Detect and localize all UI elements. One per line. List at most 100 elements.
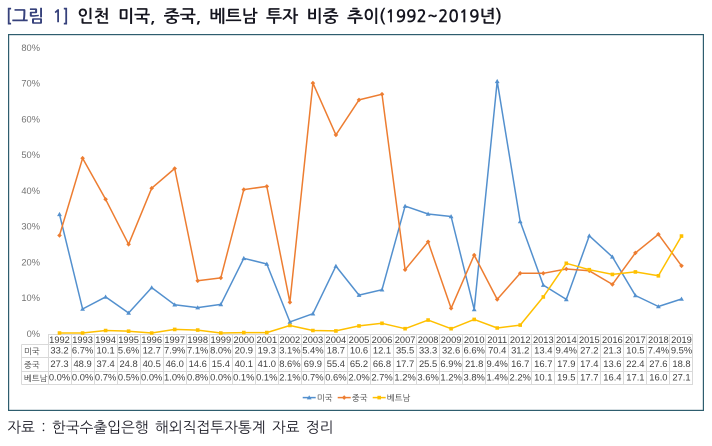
svg-text:2018: 2018 — [648, 335, 669, 345]
svg-text:17.7: 17.7 — [580, 371, 598, 382]
svg-text:18.7: 18.7 — [327, 344, 345, 355]
svg-text:33.3: 33.3 — [419, 344, 437, 355]
svg-text:1992: 1992 — [49, 335, 70, 345]
svg-text:8.6%: 8.6% — [279, 358, 300, 369]
svg-text:6.6%: 6.6% — [464, 344, 485, 355]
svg-text:2.2%: 2.2% — [510, 371, 531, 382]
svg-text:0.8%: 0.8% — [187, 371, 208, 382]
svg-text:17.9: 17.9 — [557, 358, 575, 369]
svg-text:41.0: 41.0 — [258, 358, 276, 369]
svg-text:10.6: 10.6 — [350, 344, 368, 355]
svg-text:1.0%: 1.0% — [164, 371, 185, 382]
svg-text:1999: 1999 — [210, 335, 231, 345]
svg-text:0.0%: 0.0% — [49, 371, 70, 382]
svg-text:48.9: 48.9 — [73, 358, 91, 369]
svg-text:37.4: 37.4 — [96, 358, 114, 369]
svg-text:2.7%: 2.7% — [371, 371, 392, 382]
svg-text:13.4: 13.4 — [534, 344, 552, 355]
svg-text:7.1%: 7.1% — [187, 344, 208, 355]
svg-text:17.7: 17.7 — [396, 358, 414, 369]
svg-text:3.1%: 3.1% — [279, 344, 300, 355]
svg-text:50%: 50% — [21, 150, 40, 160]
svg-text:2019: 2019 — [671, 335, 692, 345]
svg-text:27.3: 27.3 — [50, 358, 68, 369]
svg-text:27.2: 27.2 — [580, 344, 598, 355]
svg-text:2004: 2004 — [326, 335, 347, 345]
svg-text:20.9: 20.9 — [235, 344, 253, 355]
svg-text:12.7: 12.7 — [143, 344, 161, 355]
svg-text:0%: 0% — [27, 329, 40, 339]
svg-text:2009: 2009 — [441, 335, 462, 345]
svg-text:9.4%: 9.4% — [556, 344, 577, 355]
svg-text:69.9: 69.9 — [304, 358, 322, 369]
svg-text:2000: 2000 — [233, 335, 254, 345]
svg-text:1.2%: 1.2% — [394, 371, 415, 382]
svg-text:3.8%: 3.8% — [464, 371, 485, 382]
svg-text:65.2: 65.2 — [350, 358, 368, 369]
svg-text:16.0: 16.0 — [649, 371, 667, 382]
svg-text:2014: 2014 — [556, 335, 577, 345]
svg-text:0.1%: 0.1% — [256, 371, 277, 382]
svg-text:0.0%: 0.0% — [141, 371, 162, 382]
svg-text:6.7%: 6.7% — [72, 344, 93, 355]
svg-text:2.1%: 2.1% — [279, 371, 300, 382]
svg-text:9.5%: 9.5% — [671, 344, 692, 355]
svg-text:3.6%: 3.6% — [417, 371, 438, 382]
svg-text:9.4%: 9.4% — [487, 358, 508, 369]
svg-text:7.9%: 7.9% — [164, 344, 185, 355]
svg-text:21.3: 21.3 — [603, 344, 621, 355]
svg-text:1997: 1997 — [164, 335, 185, 345]
svg-text:0.7%: 0.7% — [302, 371, 323, 382]
svg-text:33.2: 33.2 — [50, 344, 68, 355]
svg-text:16.4: 16.4 — [603, 371, 621, 382]
svg-text:1995: 1995 — [118, 335, 139, 345]
svg-text:0.6%: 0.6% — [325, 371, 346, 382]
svg-text:0.0%: 0.0% — [72, 371, 93, 382]
svg-text:15.4: 15.4 — [212, 358, 230, 369]
svg-text:1.4%: 1.4% — [487, 371, 508, 382]
svg-text:70.4: 70.4 — [488, 344, 506, 355]
svg-text:1.2%: 1.2% — [440, 371, 461, 382]
svg-text:8.0%: 8.0% — [210, 344, 231, 355]
svg-text:2006: 2006 — [372, 335, 393, 345]
svg-text:1996: 1996 — [141, 335, 162, 345]
svg-text:17.1: 17.1 — [626, 371, 644, 382]
svg-text:24.8: 24.8 — [119, 358, 137, 369]
svg-text:46.0: 46.0 — [166, 358, 184, 369]
svg-text:19.3: 19.3 — [258, 344, 276, 355]
svg-text:0.0%: 0.0% — [210, 371, 231, 382]
svg-text:2011: 2011 — [487, 335, 507, 345]
svg-text:16.7: 16.7 — [511, 358, 529, 369]
svg-text:0.7%: 0.7% — [95, 371, 116, 382]
svg-text:0.1%: 0.1% — [233, 371, 254, 382]
svg-text:22.4: 22.4 — [626, 358, 644, 369]
svg-text:2008: 2008 — [418, 335, 439, 345]
svg-text:2001: 2001 — [256, 335, 277, 345]
svg-text:10.1: 10.1 — [534, 371, 552, 382]
svg-text:40.5: 40.5 — [143, 358, 161, 369]
svg-text:5.6%: 5.6% — [118, 344, 139, 355]
svg-text:7.4%: 7.4% — [648, 344, 669, 355]
svg-text:80%: 80% — [21, 43, 40, 53]
svg-text:2016: 2016 — [602, 335, 623, 345]
svg-text:31.2: 31.2 — [511, 344, 529, 355]
svg-text:27.1: 27.1 — [672, 371, 690, 382]
svg-text:18.8: 18.8 — [672, 358, 690, 369]
svg-text:16.7: 16.7 — [534, 358, 552, 369]
svg-text:70%: 70% — [21, 79, 40, 89]
svg-text:60%: 60% — [21, 114, 40, 124]
svg-text:2015: 2015 — [579, 335, 600, 345]
svg-text:27.6: 27.6 — [649, 358, 667, 369]
svg-text:1993: 1993 — [72, 335, 93, 345]
svg-text:5.4%: 5.4% — [302, 344, 323, 355]
svg-text:0.5%: 0.5% — [118, 371, 139, 382]
svg-text:12.1: 12.1 — [373, 344, 391, 355]
svg-text:2.0%: 2.0% — [348, 371, 369, 382]
svg-text:10.5: 10.5 — [626, 344, 644, 355]
svg-text:19.5: 19.5 — [557, 371, 575, 382]
svg-text:10.1: 10.1 — [96, 344, 114, 355]
svg-text:2002: 2002 — [280, 335, 301, 345]
svg-text:30%: 30% — [21, 222, 40, 232]
svg-text:40%: 40% — [21, 186, 40, 196]
svg-text:1998: 1998 — [187, 335, 208, 345]
